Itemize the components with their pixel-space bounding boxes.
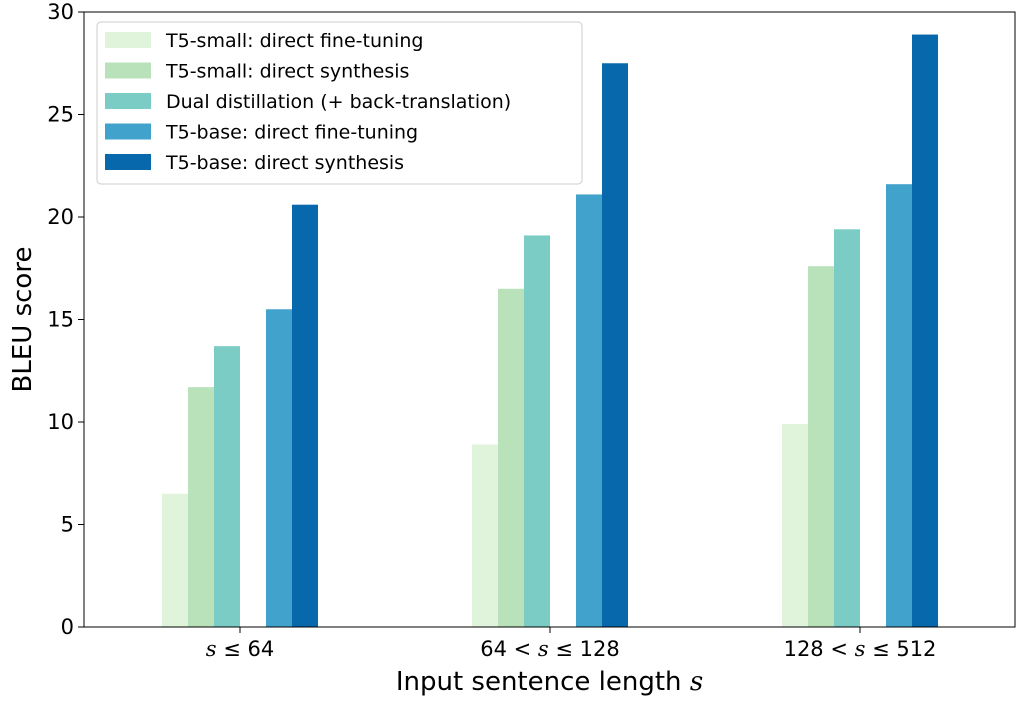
bar-series-1-cat-1 xyxy=(498,288,524,627)
y-tick-label: 5 xyxy=(61,513,74,537)
x-axis-label: Input sentence length s xyxy=(396,667,703,697)
y-axis-label: BLEU score xyxy=(8,247,38,393)
bar-series-3-cat-2 xyxy=(886,184,912,627)
x-tick-label: s ≤ 64 xyxy=(206,637,274,661)
legend: T5-small: direct fine-tuning T5-small: di… xyxy=(96,21,583,185)
bar-series-3-cat-0 xyxy=(266,309,292,627)
y-tick-label: 0 xyxy=(61,615,74,639)
bar-series-1-cat-2 xyxy=(808,266,834,627)
x-tick-label: 128 < s ≤ 512 xyxy=(784,637,937,661)
legend-swatch xyxy=(105,93,151,109)
legend-entry-label: T5-base: direct fine-tuning xyxy=(165,122,418,144)
bar-series-0-cat-0 xyxy=(162,493,188,627)
y-tick-label: 10 xyxy=(47,410,74,434)
bar-series-0-cat-1 xyxy=(472,444,498,627)
legend-entry-label: T5-small: direct fine-tuning xyxy=(165,30,423,52)
bar-series-1-cat-0 xyxy=(188,387,214,627)
x-axis: s ≤ 64 64 < s ≤ 128 128 < s ≤ 512 xyxy=(206,627,937,661)
bars-group xyxy=(162,34,938,628)
bar-series-4-cat-2 xyxy=(912,34,938,628)
bar-series-4-cat-0 xyxy=(292,204,318,627)
y-tick-label: 25 xyxy=(47,103,74,127)
y-tick-label: 20 xyxy=(47,205,74,229)
bar-series-2-cat-2 xyxy=(834,229,860,628)
bar-series-2-cat-1 xyxy=(524,235,550,627)
legend-swatch xyxy=(105,32,151,48)
y-axis: 0 5 10 15 20 25 30 xyxy=(47,0,84,639)
legend-entry-label: T5-small: direct synthesis xyxy=(165,61,409,83)
legend-box xyxy=(96,21,583,185)
legend-entry-label: Dual distillation (+ back-translation) xyxy=(166,91,511,113)
bar-series-4-cat-1 xyxy=(602,63,628,627)
y-tick-label: 15 xyxy=(47,308,74,332)
legend-entry-label: T5-base: direct synthesis xyxy=(165,152,404,174)
bar-series-2-cat-0 xyxy=(214,346,240,627)
legend-swatch xyxy=(105,62,151,79)
legend-swatch xyxy=(105,123,151,140)
bar-series-3-cat-1 xyxy=(576,194,602,627)
bar-series-0-cat-2 xyxy=(782,424,808,627)
y-tick-label: 30 xyxy=(47,0,74,24)
legend-swatch xyxy=(105,154,151,170)
x-tick-label: 64 < s ≤ 128 xyxy=(480,637,619,661)
